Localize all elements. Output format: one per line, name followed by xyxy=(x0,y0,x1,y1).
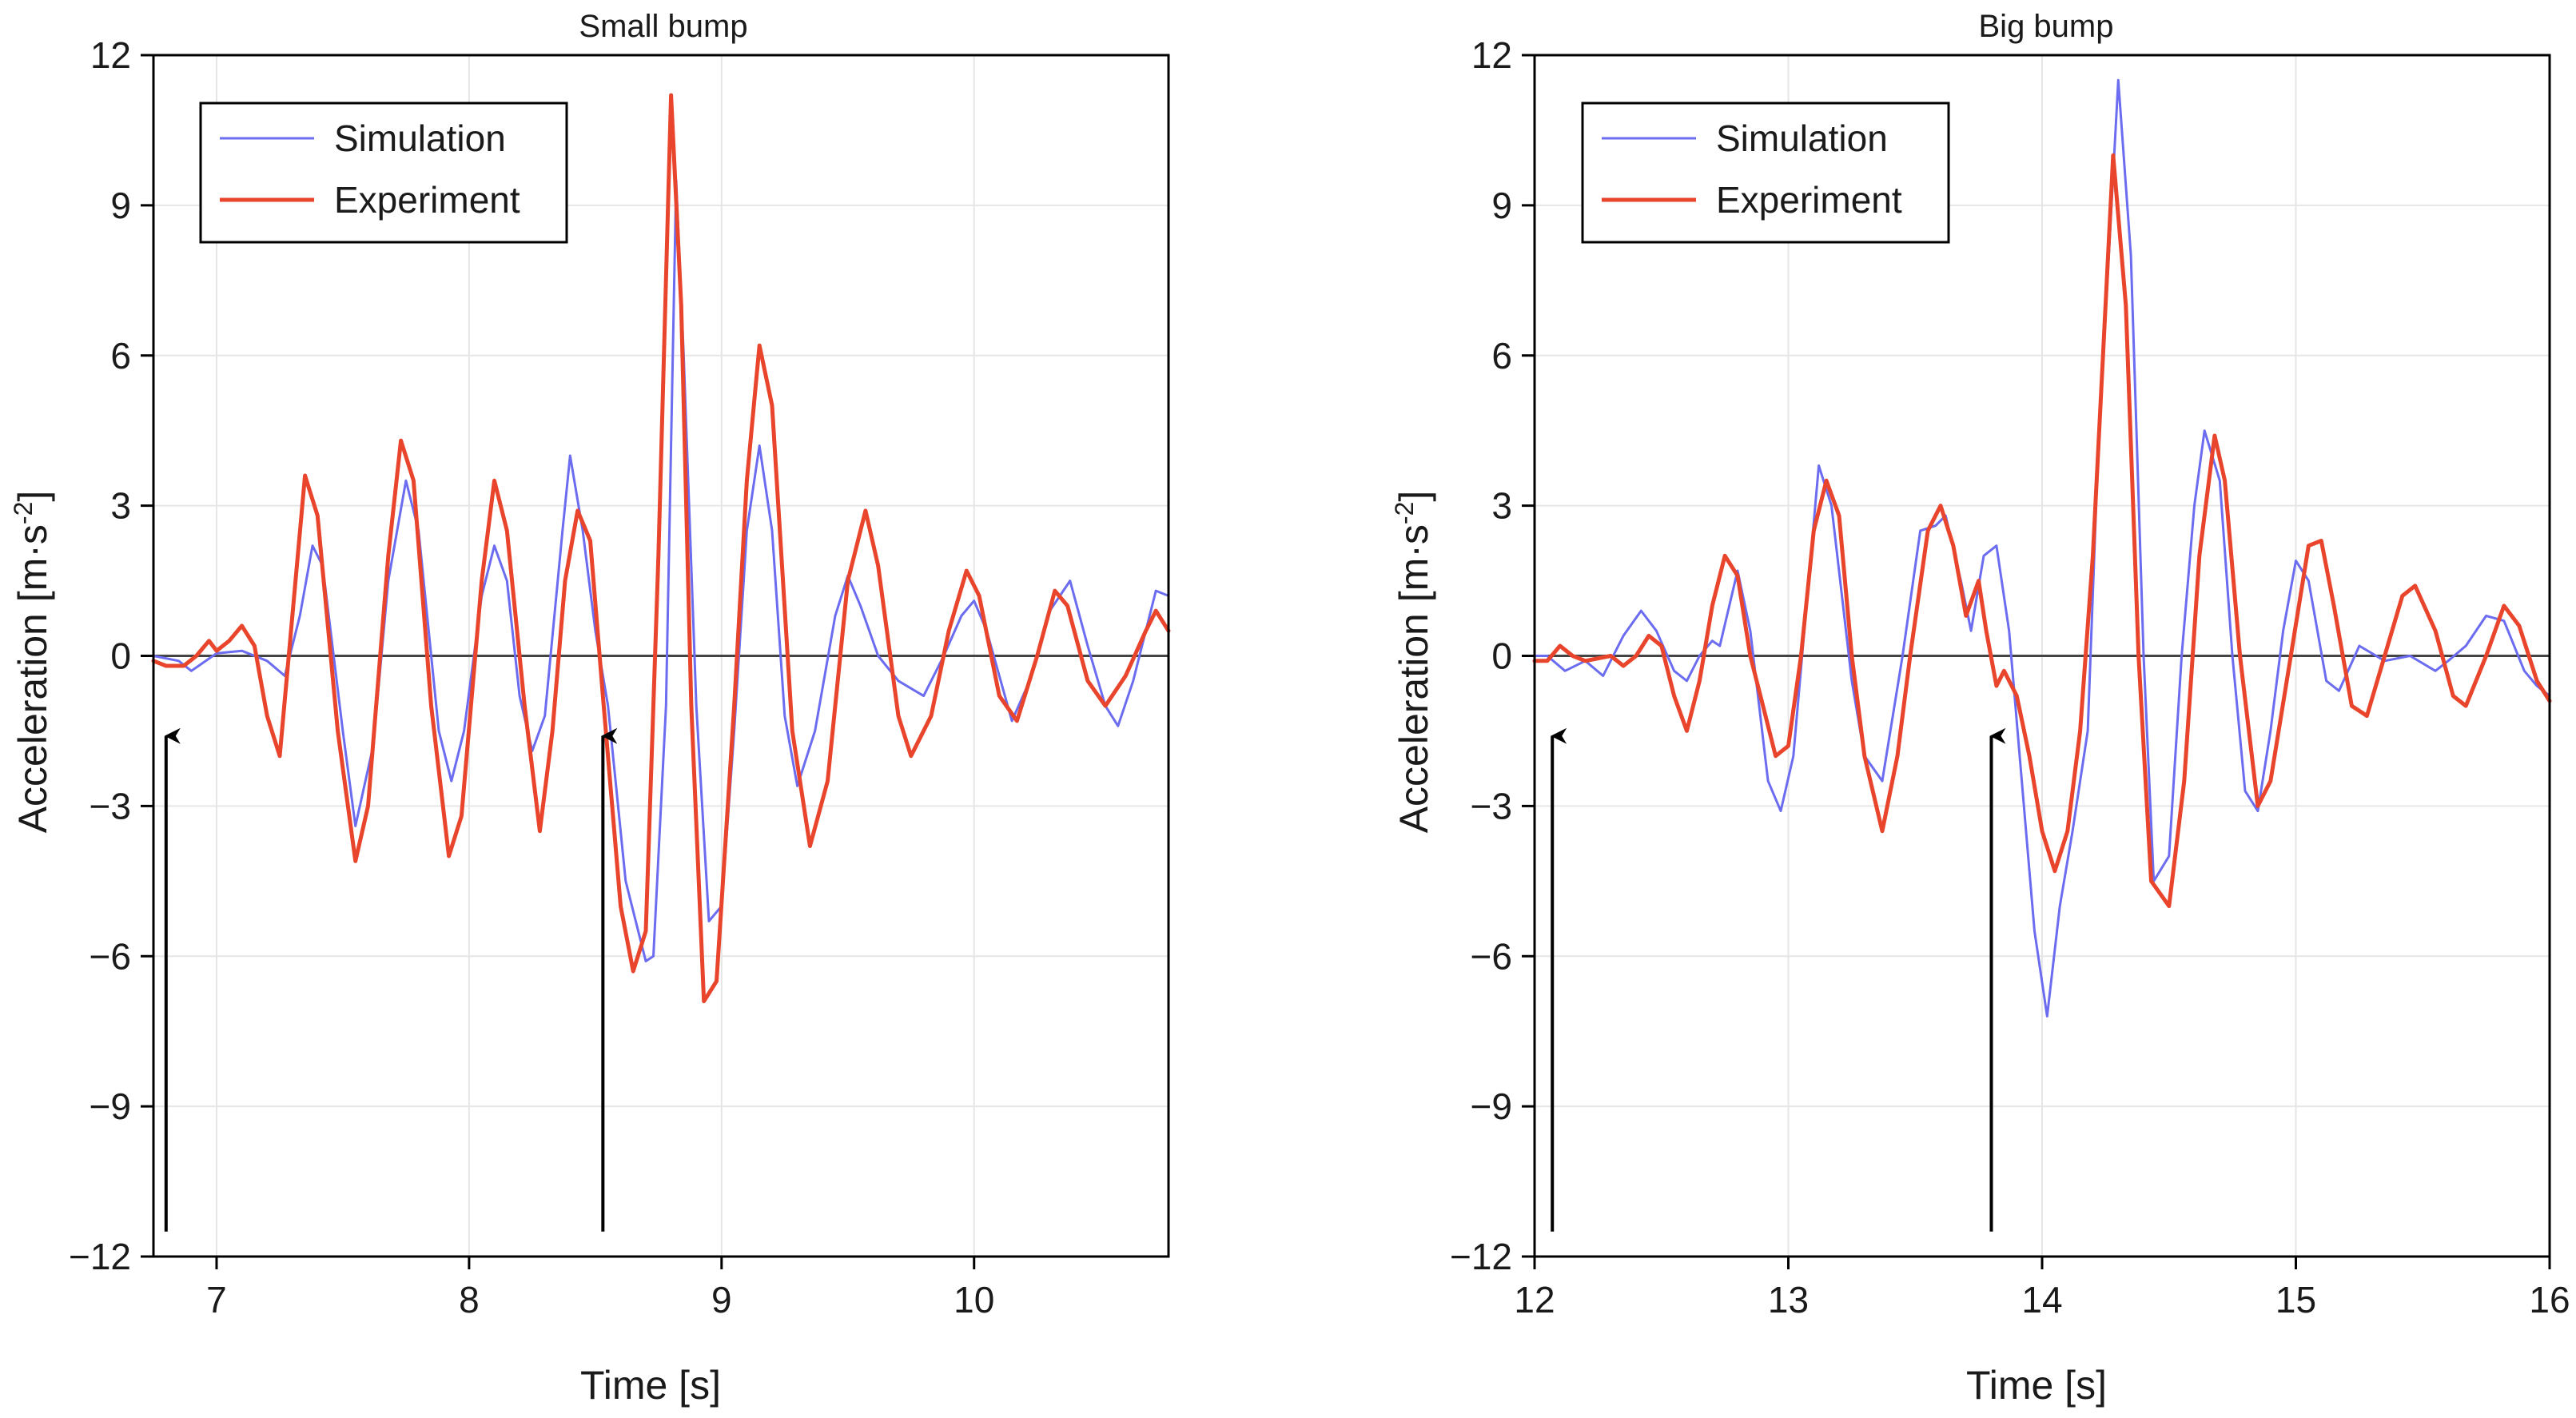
series-line-simulation xyxy=(1533,78,2551,1018)
x-axis-label: Time [s] xyxy=(580,1363,721,1408)
y-axis-label: Acceleration [m·s-2] xyxy=(1390,491,1436,834)
chart-title: Big bump xyxy=(1979,9,2114,44)
x-tick-label: 12 xyxy=(1514,1279,1555,1320)
legend-box xyxy=(1581,102,1950,244)
series-line-experiment xyxy=(151,93,1171,1004)
y-tick-label: −3 xyxy=(1471,785,1512,827)
x-tick-label: 9 xyxy=(711,1279,732,1320)
legend: Simulation Experiment xyxy=(199,102,568,244)
x-tick-label: 7 xyxy=(206,1279,227,1320)
legend: Simulation Experiment xyxy=(1581,102,1950,244)
y-axis-label-sup: -2 xyxy=(9,502,38,524)
plot-area xyxy=(1532,78,2552,1018)
legend-label-simulation: Simulation xyxy=(334,118,506,159)
ticks: 7 8 9 10 12 9 6 3 0 −3 −6 −9 −12 xyxy=(69,34,994,1320)
x-tick-label: 8 xyxy=(459,1279,480,1320)
y-tick-label: 3 xyxy=(110,485,131,527)
y-tick-label: 12 xyxy=(90,34,131,76)
y-tick-label: 12 xyxy=(1471,34,1512,76)
panel-big-bump: Big bump 12 13 14 15 16 12 9 6 3 0 −3 −6 −9 −12 Time … xyxy=(1390,9,2570,1408)
y-axis-label-tail: ] xyxy=(10,491,55,502)
y-tick-label: 6 xyxy=(1491,335,1512,376)
y-tick-label: −12 xyxy=(69,1236,131,1277)
x-tick-label: 10 xyxy=(954,1279,994,1320)
x-axis-label: Time [s] xyxy=(1966,1363,2107,1408)
y-tick-label: 9 xyxy=(1491,185,1512,226)
y-axis-label-main: Acceleration [m·s xyxy=(1392,524,1436,833)
x-tick-label: 16 xyxy=(2529,1279,2570,1320)
y-tick-label: −12 xyxy=(1450,1236,1512,1277)
y-tick-label: 0 xyxy=(1491,635,1512,677)
x-tick-label: 13 xyxy=(1768,1279,1809,1320)
y-tick-label: 3 xyxy=(1491,485,1512,527)
y-tick-label: −3 xyxy=(90,785,131,827)
y-tick-label: 0 xyxy=(110,635,131,677)
plot-area xyxy=(151,93,1171,1004)
y-axis-label-tail: ] xyxy=(1392,491,1436,502)
ticks: 12 13 14 15 16 12 9 6 3 0 −3 −6 −9 −12 xyxy=(1450,34,2570,1320)
panel-small-bump: Small bump 7 8 9 10 12 9 6 3 0 −3 −6 −9 −12 Time [s]… xyxy=(9,9,1171,1408)
y-axis-label: Acceleration [m·s-2] xyxy=(9,491,55,834)
arrows xyxy=(164,727,618,1232)
legend-label-experiment: Experiment xyxy=(334,179,520,221)
y-axis-label-main: Acceleration [m·s xyxy=(10,524,55,833)
series-line-experiment xyxy=(1532,153,2552,909)
legend-label-simulation: Simulation xyxy=(1716,118,1888,159)
y-tick-label: −6 xyxy=(90,935,131,977)
legend-label-experiment: Experiment xyxy=(1716,179,1902,221)
arrows xyxy=(1551,727,2006,1232)
y-tick-label: 9 xyxy=(110,185,131,226)
series-line-simulation xyxy=(152,179,1170,962)
y-axis-label-sup: -2 xyxy=(1390,502,1419,524)
legend-box xyxy=(199,102,568,244)
y-tick-label: −6 xyxy=(1471,935,1512,977)
y-tick-label: −9 xyxy=(1471,1085,1512,1127)
chart-title: Small bump xyxy=(579,9,747,44)
y-tick-label: −9 xyxy=(90,1085,131,1127)
x-tick-label: 14 xyxy=(2021,1279,2062,1320)
y-tick-label: 6 xyxy=(110,335,131,376)
x-tick-label: 15 xyxy=(2275,1279,2316,1320)
